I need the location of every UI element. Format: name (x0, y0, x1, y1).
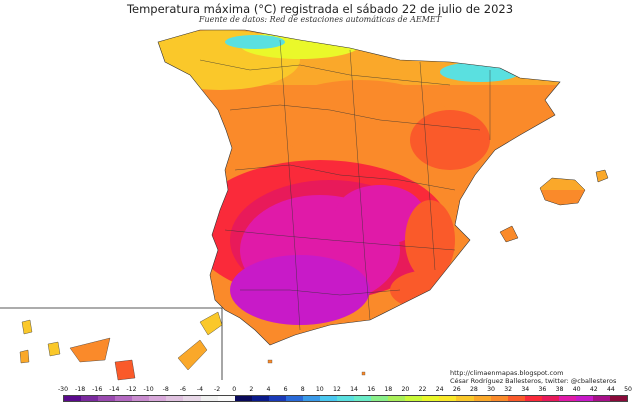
legend-label: 30 (487, 386, 495, 393)
legend-label: 36 (538, 386, 547, 393)
legend-swatch (524, 396, 542, 401)
legend-label: 38 (555, 386, 564, 393)
legend-bar (63, 395, 628, 402)
legend-swatch (302, 396, 320, 401)
legend-swatch (149, 396, 167, 401)
peninsula-temperature-field (158, 30, 560, 345)
legend-label: -12 (126, 386, 137, 393)
legend-label: 0 (232, 386, 237, 393)
legend-swatch (337, 396, 355, 401)
legend-swatch (354, 396, 372, 401)
legend-label: -4 (196, 386, 204, 393)
legend-swatch (200, 396, 218, 401)
legend-label: -2 (213, 386, 221, 393)
legend-label: 32 (504, 386, 513, 393)
legend-label: 18 (384, 386, 393, 393)
legend-swatch (575, 396, 593, 401)
legend-label: 16 (367, 386, 376, 393)
province-borders (199, 39, 491, 331)
legend-swatch (81, 396, 99, 401)
legend-label: -16 (92, 386, 103, 393)
legend-label: 24 (435, 386, 444, 393)
legend-label: -8 (162, 386, 169, 393)
map-subtitle: Fuente de datos: Red de estaciones autom… (198, 15, 442, 24)
canary-islands (19, 311, 223, 381)
legend-swatch (98, 396, 116, 401)
legend-swatch (217, 396, 235, 401)
legend-label: 10 (315, 386, 324, 393)
legend-labels: -30 -18 -16 -14 -12 -10 -8 -6 -4 -2 0 2 4 6 8 10 12 14 16 1… (57, 386, 632, 394)
legend-label: 22 (418, 386, 427, 393)
legend-swatch (115, 396, 133, 401)
legend-label: 20 (401, 386, 410, 393)
legend-label: 40 (572, 386, 581, 393)
map-title: Temperatura máxima (°C) registrada el sá… (126, 2, 514, 16)
legend-swatch (610, 396, 628, 401)
balearic-outline (499, 169, 609, 243)
legend-swatch (558, 396, 576, 401)
legend-swatch (64, 396, 82, 401)
legend-swatch (456, 396, 474, 401)
legend-label: 28 (469, 386, 478, 393)
ceuta (267, 359, 273, 364)
legend-swatch (422, 396, 440, 401)
legend-swatch (388, 396, 406, 401)
legend-swatch (592, 396, 610, 401)
legend-label: 6 (283, 386, 288, 393)
legend-label: 26 (452, 386, 461, 393)
legend-swatch (183, 396, 201, 401)
peninsula-outline (157, 29, 561, 346)
legend-label: 42 (589, 386, 598, 393)
legend-label: 14 (350, 386, 358, 393)
legend-label: -10 (143, 386, 154, 393)
legend-label: 4 (266, 386, 271, 393)
legend-label: -18 (75, 386, 86, 393)
legend-label: -30 (57, 386, 69, 393)
legend-swatch (490, 396, 508, 401)
legend-swatch (251, 396, 269, 401)
legend-swatch (285, 396, 303, 401)
legend-swatch (132, 396, 150, 401)
legend-label: 50 (624, 386, 632, 393)
legend-label: 12 (333, 386, 341, 393)
legend-label: 2 (249, 386, 254, 393)
legend-swatch (319, 396, 337, 401)
credit-author: César Rodríguez Ballesteros, twitter: @c… (450, 377, 617, 385)
legend-label: -14 (109, 386, 120, 393)
legend-swatch (507, 396, 525, 401)
legend-label: 44 (606, 386, 615, 393)
legend-swatch (405, 396, 423, 401)
legend-swatch (166, 396, 184, 401)
legend-swatch (268, 396, 286, 401)
legend-label: 8 (300, 386, 305, 393)
legend-label: 34 (521, 386, 530, 393)
color-legend: -30 -18 -16 -14 -12 -10 -8 -6 -4 -2 0 2 4 6 8 10 12 14 16 1… (57, 386, 632, 404)
legend-swatch (473, 396, 491, 401)
canary-inset-frame (0, 307, 223, 380)
legend-swatch (439, 396, 457, 401)
melilla (361, 371, 366, 376)
legend-swatch (541, 396, 559, 401)
legend-label: -6 (179, 386, 186, 393)
legend-swatch (371, 396, 389, 401)
legend-swatch (234, 396, 252, 401)
credit-url: http://climaenmapas.blogspot.com (450, 369, 564, 377)
